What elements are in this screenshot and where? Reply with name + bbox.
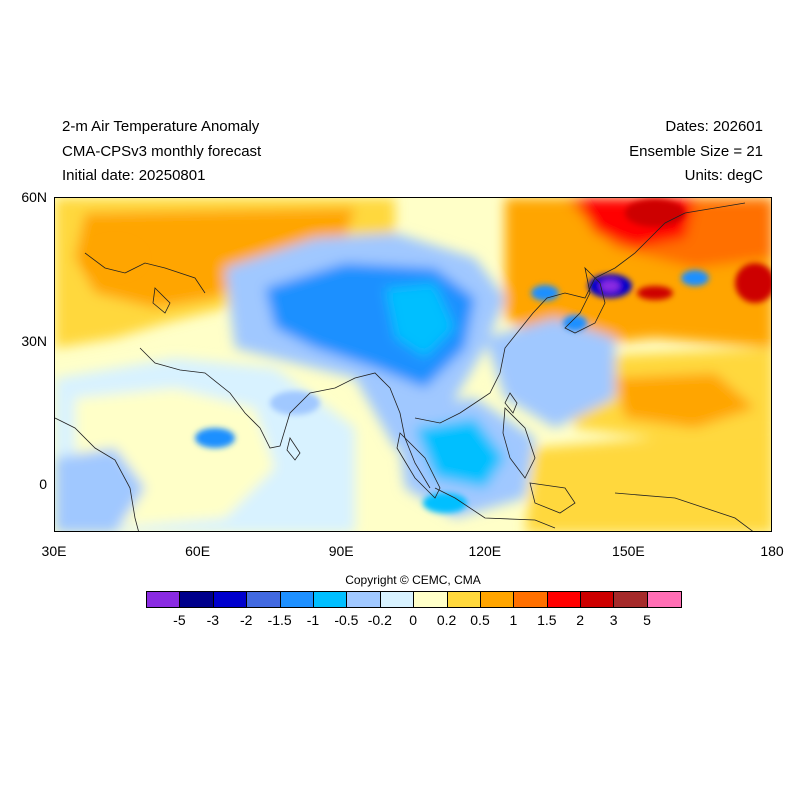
colorbar-swatch <box>380 592 415 607</box>
longitude-label: 60E <box>185 543 211 559</box>
colorbar-label: 1.5 <box>537 612 557 628</box>
colorbar-label: -5 <box>173 612 186 628</box>
colorbar-label: -0.5 <box>334 612 359 628</box>
colorbar-label: 0.2 <box>436 612 457 628</box>
colorbar-swatch <box>213 592 248 607</box>
coastlines <box>55 202 753 531</box>
colorbar-swatch <box>347 592 381 607</box>
anomaly-local-features <box>85 199 771 513</box>
colorbar-swatch <box>414 592 448 607</box>
longitude-label: 30E <box>41 543 67 559</box>
map-title: 2-m Air Temperature Anomaly <box>62 118 260 135</box>
latitude-label: 60N <box>21 189 47 205</box>
colorbar-label: -1 <box>306 612 320 628</box>
colorbar-swatch <box>514 592 548 607</box>
colorbar-swatch <box>547 592 582 607</box>
dates-label: Dates: 202601 <box>665 118 763 135</box>
latitude-label: 30N <box>21 332 47 349</box>
colorbar-label: 1 <box>509 612 518 628</box>
colorbar-label: 5 <box>643 612 651 628</box>
latitude-label: 0 <box>39 476 47 493</box>
colorbar-label: 0.5 <box>470 612 490 628</box>
colorbar-label: 3 <box>609 612 618 628</box>
longitude-label: 150E <box>612 543 645 559</box>
colorbar-swatch <box>180 592 214 607</box>
longitude-label: 180 <box>760 543 784 559</box>
colorbar-label: -1.5 <box>267 612 292 628</box>
colorbar-swatch <box>313 592 348 607</box>
longitude-label: 90E <box>328 543 354 559</box>
colorbar-swatch <box>147 592 181 607</box>
colorbar-swatch <box>280 592 314 607</box>
colorbar-swatch <box>581 592 615 607</box>
colorbar-label: -3 <box>206 612 220 628</box>
anomaly-map <box>54 197 772 532</box>
colorbar-label: 2 <box>576 612 585 628</box>
colorbar-label: -2 <box>239 612 253 628</box>
colorbar-swatch <box>647 592 682 607</box>
units-label: Units: degC <box>684 167 763 184</box>
colorbar-swatch <box>447 592 481 607</box>
model-label: CMA-CPSv3 monthly forecast <box>62 143 262 160</box>
ensemble-size-label: Ensemble Size = 21 <box>629 143 763 160</box>
colorbar-swatch <box>480 592 515 607</box>
initial-date-label: Initial date: 20250801 <box>62 167 206 184</box>
colorbar-label: -0.2 <box>367 612 392 628</box>
anomaly-field <box>55 198 771 531</box>
copyright-text: Copyright © CEMC, CMA <box>345 573 481 587</box>
longitude-label: 120E <box>468 543 502 559</box>
colorbar <box>146 591 683 608</box>
colorbar-swatch <box>614 592 648 607</box>
colorbar-label: 0 <box>409 612 418 628</box>
colorbar-swatch <box>247 592 281 607</box>
